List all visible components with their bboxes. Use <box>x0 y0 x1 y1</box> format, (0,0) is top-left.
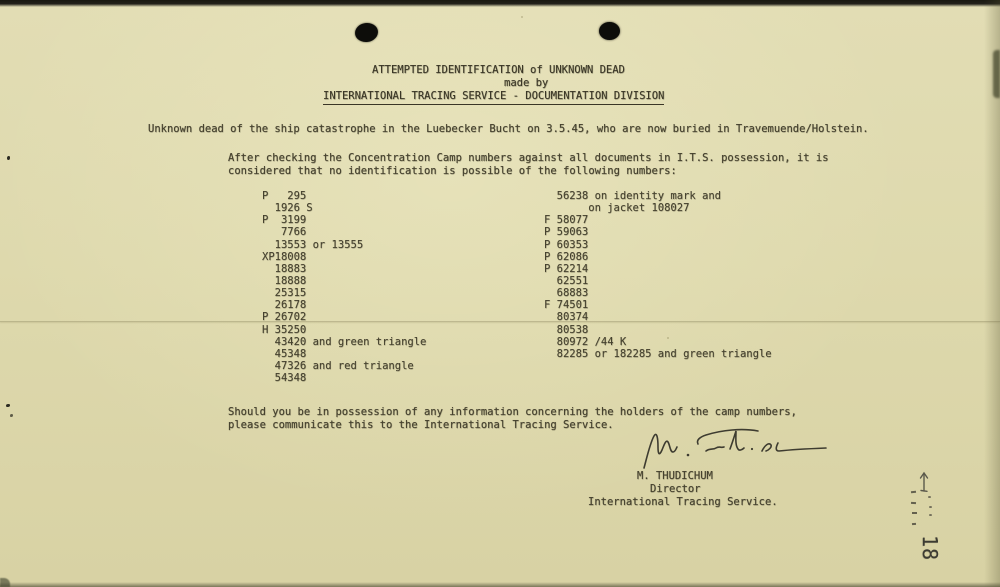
camp-number-line: 80538 <box>544 323 589 336</box>
paper-speck <box>521 16 523 18</box>
camp-number-line: P 62214 <box>544 262 589 275</box>
camp-number-line: 18888 <box>262 274 307 287</box>
camp-number-line: P 62086 <box>544 250 589 263</box>
signatory-name: M. THUDICHUM <box>637 470 713 482</box>
pencil-tally-mark <box>911 522 917 526</box>
camp-number-line: H 35250 <box>262 323 307 336</box>
scan-bottom-edge <box>0 582 1000 587</box>
camp-number-line: 80972 /44 K <box>544 335 627 348</box>
scan-corner-shadow <box>0 578 10 587</box>
ink-speck <box>10 414 13 417</box>
camp-number-line: 47326 and red triangle <box>262 359 414 372</box>
camp-number-line: 45348 <box>262 347 307 360</box>
scan-top-edge <box>0 0 1000 7</box>
pencil-arrow-mark-icon <box>919 471 929 492</box>
punch-hole-icon <box>599 22 620 40</box>
checking-paragraph-line2: considered that no identification is pos… <box>228 165 677 177</box>
camp-number-line: F 58077 <box>544 214 589 227</box>
checking-paragraph-line1: After checking the Concentration Camp nu… <box>228 152 829 164</box>
camp-number-line: 82285 or 182285 and green triangle <box>544 347 772 360</box>
camp-number-line: P 59063 <box>544 226 589 239</box>
pencil-dot-mark <box>929 506 932 508</box>
signatory-org: International Tracing Service. <box>588 496 778 508</box>
pencil-tally-mark <box>912 512 917 514</box>
camp-number-line: P 60353 <box>544 238 589 251</box>
closing-paragraph-line1: Should you be in possession of any infor… <box>228 406 797 418</box>
pencil-tally-mark <box>910 490 917 494</box>
doc-title-line2: made by <box>504 77 549 89</box>
pencil-tally-mark <box>910 501 917 505</box>
camp-number-line: XP18008 <box>262 250 307 263</box>
scan-right-edge <box>984 0 1000 587</box>
pencil-dot-mark <box>929 514 932 516</box>
camp-number-line: on jacket 108027 <box>544 202 690 215</box>
ink-speck <box>7 156 10 160</box>
camp-number-line: 18883 <box>262 262 307 275</box>
camp-number-line: 62551 <box>544 274 589 287</box>
camp-number-line: 80374 <box>544 311 589 324</box>
ink-speck <box>6 404 10 407</box>
camp-number-line: 13553 or 13555 <box>262 238 364 251</box>
closing-paragraph-line2: please communicate this to the Internati… <box>228 419 614 431</box>
camp-number-line: 7766 <box>262 226 307 239</box>
paper-speck <box>667 337 669 339</box>
camp-number-line: P 26702 <box>262 311 307 324</box>
doc-title-line1: ATTEMPTED IDENTIFICATION of UNKNOWN DEAD <box>372 64 625 76</box>
page-number-pencil: 18 <box>918 534 943 562</box>
punch-hole-icon <box>353 21 380 44</box>
camp-number-line: P 3199 <box>262 214 307 227</box>
handwritten-signature <box>643 428 827 469</box>
camp-number-line: 54348 <box>262 372 307 385</box>
camp-number-line: F 74501 <box>544 299 589 312</box>
camp-number-line: 56238 on identity mark and <box>544 190 722 202</box>
camp-number-line: 1926 S <box>262 202 313 215</box>
camp-number-line: 25315 <box>262 287 307 300</box>
signatory-title: Director <box>650 483 701 495</box>
camp-number-line: P 295 <box>262 190 307 202</box>
doc-title-line3: INTERNATIONAL TRACING SERVICE - DOCUMENT… <box>323 90 665 105</box>
intro-paragraph: Unknown dead of the ship catastrophe in … <box>148 123 869 135</box>
camp-number-line: 43420 and green triangle <box>262 335 427 348</box>
paper-crease <box>0 321 1000 322</box>
pencil-dot-mark <box>928 496 931 498</box>
camp-number-line: 26178 <box>262 299 307 312</box>
camp-number-line: 68883 <box>544 287 589 300</box>
scan-right-edge-shadow <box>993 50 1000 98</box>
camp-number-list-right: 56238 on identity mark and on jacket 108… <box>544 190 772 360</box>
